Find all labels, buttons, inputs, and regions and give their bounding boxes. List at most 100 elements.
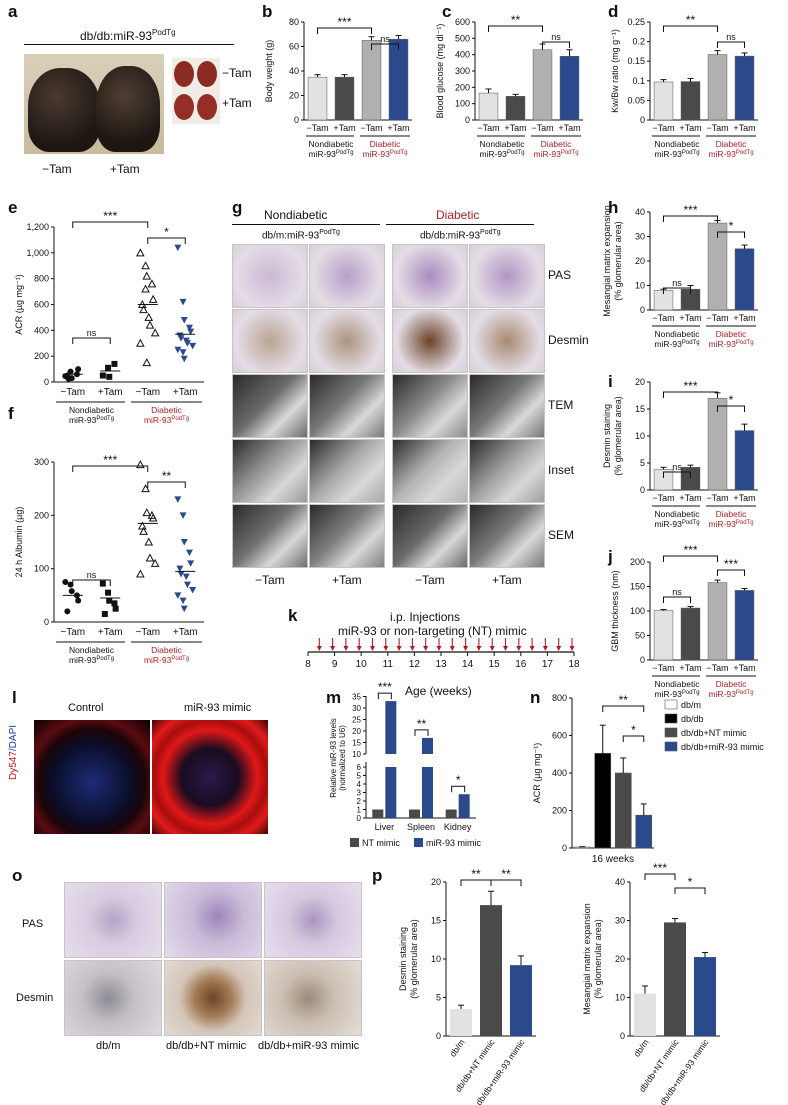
- c-grp-nondiab: Nondiabetic: [480, 139, 526, 149]
- c-ytick-label-5: 500: [455, 33, 470, 43]
- panel-letter-p: p: [372, 866, 383, 885]
- f-1-sig-label: **: [162, 469, 172, 483]
- k-tick-label-1: 9: [332, 659, 338, 670]
- e-pt-3-11: [179, 349, 187, 356]
- g-rule-right: [386, 224, 534, 225]
- i-bar-3: [734, 430, 755, 491]
- k-injection-head-8: [423, 646, 429, 651]
- g-rule-left: [232, 224, 380, 225]
- j-0-sig-label: ***: [683, 543, 697, 557]
- k-injection-head-17: [542, 646, 548, 651]
- c-grp-diab: Diabetic: [541, 139, 572, 149]
- m-bar-mir-high-1: [422, 737, 433, 754]
- b-grp-diab: Diabetic: [370, 139, 401, 149]
- k-injection-head-11: [463, 646, 469, 651]
- k-injection-head-3: [356, 646, 362, 651]
- n-bar-0: [573, 846, 591, 849]
- f-pt-2-2: [142, 508, 152, 517]
- f-pt-0-4: [75, 597, 82, 604]
- g-tile-pas-0: [232, 244, 308, 308]
- n-legend-label-0: db/m: [681, 700, 701, 710]
- kidney-2: [197, 61, 217, 87]
- m-bar-mir-low-1: [422, 767, 433, 818]
- mouse-right: [96, 66, 160, 152]
- h-xtick-3: +Tam: [733, 313, 755, 323]
- kidney-label-plus: +Tam: [222, 96, 252, 110]
- h-2-sig-label: ns: [672, 278, 682, 288]
- n-legend-swatch-0: [664, 699, 678, 710]
- j-ytick-label-2: 100: [630, 606, 645, 616]
- i-xtick-0: −Tam: [652, 493, 674, 503]
- j-ytick-label-0: 0: [640, 655, 645, 665]
- o-col-dbm: db/m: [96, 1040, 121, 1052]
- g-tile-inset-1: [309, 439, 385, 503]
- d-grp-diab: Diabetic: [716, 139, 747, 149]
- m-0-bracket: [377, 692, 392, 700]
- e-pt-1-3: [111, 360, 118, 367]
- f-grp-diab: Diabetic: [151, 645, 182, 655]
- n-legend-label-1: db/db: [681, 714, 704, 724]
- e-pt-3-3: [185, 324, 193, 332]
- b-bar-2: [361, 40, 382, 121]
- k-tick-label-0: 8: [305, 659, 311, 670]
- j-1-sig-label: ***: [724, 557, 738, 571]
- m-legend-nt-label: NT mimic: [362, 838, 400, 848]
- o-row-desmin: Desmin: [16, 992, 54, 1004]
- e-pt-2-0: [136, 248, 145, 257]
- e-pt-2-9: [150, 328, 160, 337]
- k-injection-head-12: [476, 646, 482, 651]
- b-grp-nondiab: Nondiabetic: [309, 139, 355, 149]
- f-pt-3-7: [182, 573, 190, 581]
- d-1-bracket: [717, 41, 745, 48]
- m-2-bracket: [451, 785, 466, 793]
- p1-1-bracket: [490, 879, 522, 886]
- h-grp-diab: Diabetic: [716, 329, 747, 339]
- f-0-bracket: [72, 465, 149, 472]
- f-2-sig-label: ns: [87, 570, 97, 580]
- b-bar-3: [388, 38, 409, 121]
- k-tick-label-4: 12: [409, 659, 421, 670]
- panel-letter-f: f: [8, 404, 14, 423]
- h-ytick-label-3: 30: [635, 232, 645, 242]
- j-0-bracket: [663, 555, 718, 562]
- m-ytick-high-label-4: 30: [352, 704, 361, 713]
- j-xtick-3: +Tam: [733, 663, 755, 673]
- m-ytick-high-label-2: 20: [352, 727, 361, 736]
- h-ytick-label-0: 0: [640, 305, 645, 315]
- e-pt-3-0: [174, 244, 182, 252]
- m-ytick-high-label-0: 10: [352, 750, 361, 759]
- k-injection-head-10: [449, 646, 455, 651]
- m-xtick-1: Spleen: [407, 822, 435, 832]
- p2-0-sig-label: ***: [653, 861, 667, 875]
- m-bar-mir-low-0: [385, 767, 397, 818]
- k-injection-head-18: [556, 646, 562, 651]
- i-0-sig-label: ***: [683, 379, 697, 393]
- c-xtick-2: −Tam: [531, 123, 553, 133]
- f-xtick-3: +Tam: [173, 627, 198, 638]
- f-grp-diab-mir: miR-93PodTg: [144, 655, 189, 665]
- c-ytick-label-1: 100: [455, 99, 470, 109]
- h-xtick-0: −Tam: [652, 313, 674, 323]
- e-xtick-2: −Tam: [135, 387, 160, 398]
- p2-bar-1: [664, 922, 686, 1036]
- c-ytick-label-2: 200: [455, 82, 470, 92]
- f-pt-2-9: [150, 558, 160, 567]
- f-pt-3-5: [176, 565, 184, 573]
- c-xtick-0: −Tam: [477, 123, 499, 133]
- d-bar-1: [680, 81, 701, 121]
- e-2-sig-label: ns: [87, 328, 97, 338]
- l-mimic-label: miR-93 mimic: [184, 702, 252, 714]
- f-pt-2-5: [138, 521, 147, 530]
- e-0-sig-label: ***: [103, 209, 117, 223]
- f-pt-3-0: [174, 496, 182, 503]
- m-xtick-0: Liver: [375, 822, 395, 832]
- g-col-label-3: +Tam: [492, 573, 522, 587]
- n-1-sig-label: *: [631, 723, 636, 737]
- g-nondiabetic-label: Nondiabetic: [264, 208, 328, 222]
- f-ytick-label-2: 200: [34, 510, 49, 520]
- p2-ytick-label-2: 20: [615, 954, 625, 964]
- p2-ytick-label-1: 10: [615, 993, 625, 1003]
- c-ytick-label-3: 300: [455, 66, 470, 76]
- b-xtick-1: +Tam: [333, 123, 355, 133]
- e-pt-2-7: [144, 312, 154, 321]
